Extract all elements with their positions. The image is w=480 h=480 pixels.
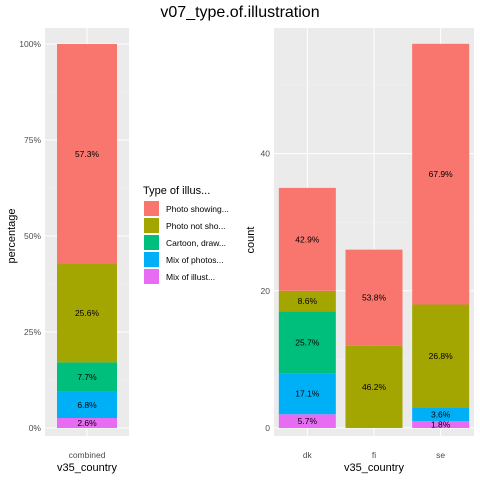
right-bar-label: 26.8%	[429, 351, 454, 361]
right-bar-label: 5.7%	[298, 416, 318, 426]
legend-label: Mix of photos...	[166, 255, 224, 265]
right-bar-label: 8.6%	[298, 296, 318, 306]
right-bar-segment	[412, 304, 470, 408]
right-x-tick-label: fi	[372, 450, 376, 460]
right-bar-segment	[278, 311, 336, 374]
right-bar-segment	[412, 421, 470, 428]
right-y-axis-title: count	[245, 227, 257, 254]
right-bar-segment	[412, 407, 470, 422]
right-bar-segment	[345, 249, 403, 346]
legend-label: Photo showing...	[166, 204, 229, 214]
left-x-axis-title: v35_country	[57, 462, 117, 474]
left-bar-label: 2.6%	[77, 418, 97, 428]
right-x-axis-title: v35_country	[344, 462, 404, 474]
right-bar-label: 67.9%	[429, 169, 454, 179]
legend-title: Type of illus...	[143, 185, 210, 197]
left-bar-label: 57.3%	[75, 149, 100, 159]
right-bar-segment	[345, 345, 403, 428]
right-ticks: 0 20 40 dk fi se	[261, 149, 446, 460]
right-x-tick-label: se	[436, 450, 445, 460]
legend-swatch	[144, 201, 159, 216]
right-bar-segment	[412, 43, 470, 305]
left-y-tick-label: 25%	[24, 327, 41, 337]
left-y-axis-title: percentage	[6, 208, 18, 263]
right-panel: 5.7% 17.1% 25.7% 8.6% 42.9% 46.2% 53.8% 1.8%3.6…	[245, 28, 474, 474]
right-bar-segment	[278, 290, 336, 312]
right-bar-segment	[278, 187, 336, 291]
right-bar-segment	[278, 414, 336, 428]
left-y-tick-label: 75%	[24, 135, 41, 145]
right-bars: 5.7% 17.1% 25.7% 8.6% 42.9% 46.2% 53.8% 1.8%3.6…	[278, 43, 470, 430]
left-bar-segment	[57, 44, 117, 265]
right-bar-label: 1.8%	[431, 420, 451, 430]
right-bar-label: 25.7%	[295, 337, 320, 347]
left-bar-segment	[57, 418, 117, 428]
left-bar-segment	[57, 391, 117, 419]
right-bar-label: 3.6%	[431, 409, 451, 419]
legend-label: Photo not sho...	[166, 221, 226, 231]
chart-title: v07_type.of.illustration	[160, 4, 319, 21]
left-ticks: 0% 25% 50% 75% 100% combined	[19, 39, 105, 460]
left-y-tick-label: 100%	[19, 39, 41, 49]
left-bar-label: 25.6%	[75, 308, 100, 318]
legend-swatch	[144, 269, 159, 284]
left-panel: 2.6% 6.8% 7.7% 25.6% 57.3% 0% 25% 50% 75% 100% co…	[6, 28, 129, 474]
left-y-tick-label: 50%	[24, 231, 41, 241]
right-bar-label: 53.8%	[362, 293, 387, 303]
right-y-tick-label: 40	[261, 149, 271, 159]
left-bar-segment	[57, 264, 117, 363]
legend-swatch	[144, 218, 159, 233]
legend-label: Cartoon, draw...	[166, 238, 226, 248]
right-y-tick-label: 0	[265, 423, 270, 433]
legend-swatch	[144, 235, 159, 250]
right-bar-label: 42.9%	[295, 234, 320, 244]
right-x-tick-label: dk	[303, 450, 313, 460]
left-bars: 2.6% 6.8% 7.7% 25.6% 57.3%	[57, 44, 117, 428]
left-bar-segment	[57, 362, 117, 392]
right-bar-label: 46.2%	[362, 382, 387, 392]
left-x-tick-label: combined	[69, 450, 106, 460]
left-bar-label: 7.7%	[77, 372, 97, 382]
left-y-tick-label: 0%	[29, 423, 42, 433]
right-bar-segment	[278, 373, 336, 415]
legend-swatch	[144, 252, 159, 267]
right-bar-label: 17.1%	[295, 389, 320, 399]
right-y-tick-label: 20	[261, 286, 271, 296]
legend: Type of illus... Photo showing... Photo n…	[143, 185, 229, 284]
left-bar-label: 6.8%	[77, 400, 97, 410]
legend-label: Mix of illust...	[166, 272, 215, 282]
